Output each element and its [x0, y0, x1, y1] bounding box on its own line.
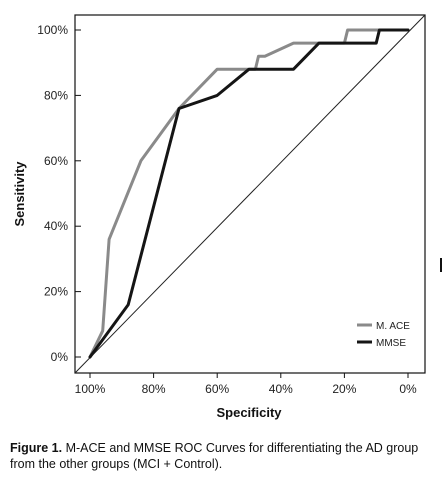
x-tick-label: 0% — [399, 382, 417, 396]
x-tick-label: 20% — [332, 382, 356, 396]
series-line-m-ace — [88, 28, 410, 359]
caption-text: M-ACE and MMSE ROC Curves for differenti… — [10, 441, 419, 471]
series-line-mmse — [88, 28, 410, 359]
y-tick-label: 40% — [44, 219, 68, 233]
x-axis-ticks: 100% 80% 60% 40% 20% 0% — [75, 373, 417, 396]
y-tick-label: 20% — [44, 285, 68, 299]
legend: M. ACE MMSE — [357, 321, 410, 349]
y-tick-label: 60% — [44, 154, 68, 168]
roc-chart: 0% 20% 40% 60% 80% 100% 100% 80% 60% 40% 20% 0% Sp… — [12, 14, 426, 420]
plot-frame — [74, 14, 426, 374]
legend-label-mmse: MMSE — [376, 338, 406, 349]
y-tick-label: 80% — [44, 88, 68, 102]
caption-label: Figure 1. — [10, 441, 63, 455]
legend-label-mace: M. ACE — [376, 321, 410, 332]
y-tick-label: 0% — [51, 350, 69, 364]
x-axis-title: Specificity — [216, 405, 282, 420]
y-axis-ticks: 0% 20% 40% 60% 80% 100% — [37, 23, 81, 364]
margin-mark — [440, 258, 442, 272]
x-tick-label: 60% — [205, 382, 229, 396]
reference-diagonal — [74, 14, 426, 374]
y-axis-title: Sensitivity — [12, 161, 27, 227]
series-lines — [88, 28, 410, 359]
x-tick-label: 40% — [269, 382, 293, 396]
y-tick-label: 100% — [37, 23, 68, 37]
x-tick-label: 100% — [75, 382, 106, 396]
x-tick-label: 80% — [142, 382, 166, 396]
figure-caption: Figure 1. M-ACE and MMSE ROC Curves for … — [10, 440, 438, 472]
